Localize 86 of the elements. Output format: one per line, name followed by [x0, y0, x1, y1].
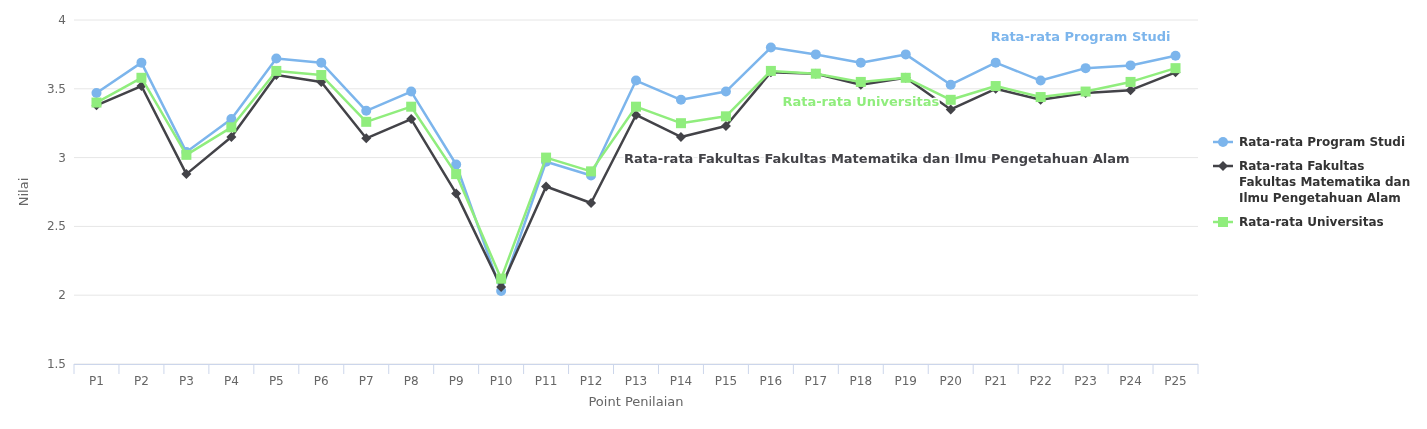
point — [361, 133, 372, 144]
x-tick-label: P16 — [759, 374, 783, 388]
point — [631, 75, 641, 86]
point — [586, 198, 597, 209]
x-tick-label: P10 — [489, 374, 513, 388]
x-tick-label: P18 — [849, 374, 873, 388]
x-tick-label: P12 — [579, 374, 603, 388]
point — [810, 49, 821, 60]
point — [451, 159, 462, 170]
x-tick-label: P3 — [178, 374, 194, 388]
point — [855, 57, 866, 68]
x-tick-label: P14 — [669, 374, 693, 388]
point — [1125, 76, 1136, 87]
point — [316, 70, 327, 81]
point — [945, 79, 956, 90]
point — [316, 57, 327, 68]
x-tick-label: P24 — [1119, 374, 1142, 388]
point — [1170, 50, 1181, 61]
point — [541, 181, 552, 192]
point — [496, 273, 507, 284]
y-axis-title: Nilai — [16, 177, 31, 207]
point — [451, 169, 462, 180]
point — [181, 169, 192, 180]
point — [675, 131, 686, 142]
x-tick-label: P6 — [313, 374, 329, 388]
point — [541, 152, 552, 163]
point — [675, 94, 686, 105]
x-tick-label: P5 — [268, 374, 284, 388]
text: Rata-rata Universitas — [782, 94, 940, 109]
x-tick-label: P4 — [223, 374, 239, 388]
y-tick-label: 1.5 — [46, 357, 66, 371]
text: Rata-rata Program Studi — [990, 28, 1171, 44]
x-tick-label: P13 — [624, 374, 648, 388]
point — [361, 116, 372, 127]
x-tick-label: P20 — [939, 374, 962, 388]
point — [900, 49, 911, 60]
point — [765, 42, 776, 53]
point — [720, 120, 731, 131]
point — [990, 57, 1001, 68]
point — [1080, 63, 1091, 74]
point — [945, 94, 956, 105]
legend-label: Rata-rata Fakultas Fakultas Matematika dan Ilmu Pengetahuan Alam — [1239, 159, 1411, 205]
x-tick-label: P7 — [358, 374, 374, 388]
x-tick-label: P11 — [534, 374, 558, 388]
x-tick-label: P15 — [714, 374, 738, 388]
point — [361, 105, 372, 116]
point — [586, 166, 597, 177]
point — [631, 101, 641, 112]
legend-label: Rata-rata Universitas — [1239, 215, 1384, 229]
point — [136, 57, 147, 68]
x-tick-label: P9 — [448, 374, 464, 388]
point — [91, 87, 102, 98]
point — [675, 118, 686, 129]
x-tick-label: P17 — [804, 374, 828, 388]
point — [451, 188, 462, 199]
y-tick-label: 4 — [58, 13, 66, 27]
x-axis-title: Point Penilaian — [588, 394, 684, 409]
y-tick-label: 3 — [58, 150, 66, 165]
x-tick-label: P22 — [1029, 374, 1052, 388]
text: Rata-rata Fakultas Fakultas Matematika dan Ilmu Pengetahuan Alam — [624, 151, 1130, 167]
point — [226, 122, 237, 133]
point — [720, 111, 731, 122]
point — [1125, 85, 1136, 96]
point — [136, 72, 147, 83]
point — [1035, 75, 1046, 86]
point — [1125, 60, 1136, 71]
x-tick-label: P2 — [134, 374, 149, 388]
point — [720, 86, 731, 97]
point — [1170, 63, 1181, 74]
x-tick-label: P21 — [984, 374, 1007, 388]
point — [226, 131, 237, 142]
x-tick-label: P1 — [89, 374, 104, 388]
x-tick-label: P25 — [1164, 374, 1187, 388]
point — [406, 101, 417, 112]
point — [406, 114, 417, 125]
point — [945, 104, 956, 115]
y-tick-label: 2.5 — [46, 219, 66, 234]
point — [406, 86, 417, 97]
x-tick-label: P8 — [403, 374, 419, 388]
y-tick-label: 3.5 — [46, 81, 66, 96]
point — [271, 53, 282, 64]
y-tick-label: 2 — [58, 288, 66, 303]
point — [271, 65, 282, 76]
x-tick-label: P23 — [1074, 374, 1097, 388]
x-tick-label: P19 — [894, 374, 918, 388]
legend-label: Rata-rata Program Studi — [1239, 135, 1406, 149]
